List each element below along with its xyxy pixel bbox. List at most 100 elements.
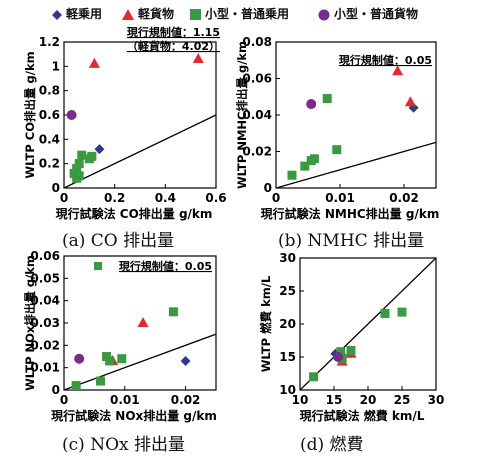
- point-small-passenger: [87, 151, 97, 161]
- point-small-cargo: [66, 110, 77, 120]
- y-tick-label: 0: [52, 181, 60, 195]
- annotation-text: 現行規制値：1.15: [127, 25, 220, 39]
- x-axis-label: 現行試験法 CO排出量 g/km: [56, 206, 213, 221]
- x-tick-label: 0.01: [110, 393, 140, 407]
- diamond-icon: [52, 9, 62, 20]
- caption-nox: (c) NOx 排出量: [62, 435, 185, 455]
- legend-label: 軽乗用: [66, 7, 103, 21]
- legend: 軽乗用 軽貨物 小型・普通乗用 小型・普通貨物: [0, 4, 480, 26]
- annotation-text: 現行規制値：0.05: [119, 259, 212, 273]
- x-tick-label: 0.6: [205, 191, 226, 205]
- point-small-passenger: [168, 307, 178, 317]
- y-axis-label: WLTP NMHC排出量 g/km: [235, 41, 249, 189]
- y-tick-label: 0.06: [242, 72, 272, 86]
- caption-co: (a) CO 排出量: [62, 231, 175, 251]
- point-small-passenger: [322, 94, 332, 104]
- point-kei-cargo: [404, 96, 416, 107]
- annotation-text: 現行規制値：0.05: [339, 53, 432, 67]
- point-small-passenger: [380, 308, 390, 318]
- y-tick-label: 20: [279, 317, 296, 331]
- square-icon: [190, 9, 201, 20]
- x-tick-label: 15: [326, 393, 343, 407]
- legend-item-small-passenger: 小型・普通乗用: [190, 4, 289, 24]
- point-small-passenger: [105, 356, 115, 366]
- x-axis-label: 現行試験法 燃費 km/L: [300, 408, 425, 423]
- chart-0: 0 0.2 0.4 0.6 0 0.2 0.4 0.6 0.8 1 1.2 現行試験法 CO排出量 g…: [23, 25, 227, 221]
- point-small-passenger: [71, 381, 81, 391]
- x-tick-label: 25: [394, 393, 411, 407]
- point-small-passenger: [77, 150, 87, 160]
- y-tick-label: 0.6: [39, 108, 60, 122]
- plot-frame: [63, 41, 217, 189]
- y-tick-label: 0.04: [242, 108, 272, 122]
- x-tick-label: 10: [292, 393, 309, 407]
- y-tick-label: 0.05: [30, 271, 60, 285]
- point-small-passenger: [309, 372, 319, 382]
- y-tick-label: 0.02: [242, 145, 272, 159]
- annotation-marker: [94, 262, 102, 270]
- x-tick-label: 0.02: [389, 191, 419, 205]
- x-tick-label: 0: [272, 191, 280, 205]
- legend-label: 小型・普通貨物: [334, 7, 419, 21]
- point-small-passenger: [74, 159, 84, 169]
- y-tick-label: 30: [279, 251, 296, 265]
- legend-label: 軽貨物: [138, 7, 175, 21]
- point-small-passenger: [117, 354, 127, 364]
- point-small-passenger: [300, 161, 310, 171]
- y-axis-label: WLTP 燃費 km/L: [259, 275, 273, 372]
- caption-nmhc: (b) NMHC 排出量: [278, 231, 425, 251]
- reference-line: [276, 141, 436, 188]
- reference-line: [64, 114, 216, 188]
- y-tick-label: 0: [52, 383, 60, 397]
- point-small-passenger: [336, 347, 346, 357]
- y-tick-label: 1.2: [39, 35, 60, 49]
- x-axis-label: 現行試験法 NOx排出量 g/km: [51, 408, 217, 423]
- y-tick-label: 0: [264, 181, 272, 195]
- x-tick-label: 0.01: [325, 191, 355, 205]
- x-tick-label: 0.4: [155, 191, 176, 205]
- x-tick-label: 0.2: [104, 191, 125, 205]
- point-kei-cargo: [392, 65, 404, 76]
- point-kei-cargo: [137, 317, 149, 327]
- triangle-icon: [122, 9, 134, 20]
- point-small-passenger: [95, 376, 105, 386]
- legend-label: 小型・普通乗用: [205, 7, 290, 21]
- y-tick-label: 25: [279, 284, 296, 298]
- y-tick-label: 10: [279, 383, 296, 397]
- point-small-cargo: [306, 99, 317, 110]
- point-kei-passenger: [94, 144, 105, 155]
- point-small-passenger: [69, 168, 79, 178]
- point-small-passenger: [287, 170, 297, 180]
- reference-line: [300, 258, 436, 390]
- y-tick-label: 0.8: [39, 84, 60, 98]
- legend-item-kei-passenger: 軽乗用: [52, 4, 102, 24]
- x-tick-label: 0: [60, 191, 68, 205]
- y-tick-label: 1: [52, 59, 60, 73]
- point-kei-passenger: [180, 355, 191, 366]
- annotation-text: （軽貨物：4.02）: [127, 39, 220, 53]
- chart-1: 0 0.01 0.02 0 0.02 0.04 0.06 0.08 現行試験法 NMHC排出量 …: [235, 35, 439, 221]
- point-small-passenger: [346, 345, 356, 355]
- x-tick-label: 30: [428, 393, 445, 407]
- point-kei-cargo: [88, 57, 100, 68]
- y-tick-label: 0.08: [242, 35, 272, 49]
- y-tick-label: 15: [279, 350, 296, 364]
- point-kei-cargo: [192, 53, 204, 64]
- point-small-passenger: [332, 145, 342, 155]
- y-tick-label: 0.06: [30, 249, 60, 263]
- caption-fuel: (d) 燃費: [300, 435, 364, 455]
- y-tick-label: 0.02: [30, 338, 60, 352]
- legend-item-small-cargo: 小型・普通貨物: [318, 4, 418, 24]
- chart-2: 0 0.01 0.02 0 0.01 0.02 0.03 0.04 0.05 0.06 現行試験法 …: [23, 249, 217, 423]
- x-tick-label: 0.02: [171, 393, 201, 407]
- y-axis-label: WLTP NOx排出量 g/km: [23, 255, 37, 391]
- y-tick-label: 0.4: [39, 132, 60, 146]
- y-tick-label: 0.01: [30, 361, 60, 375]
- reference-line: [64, 333, 216, 390]
- circle-icon: [318, 9, 330, 20]
- point-small-cargo: [74, 353, 85, 364]
- y-tick-label: 0.2: [39, 157, 60, 171]
- y-tick-label: 0.03: [30, 316, 60, 330]
